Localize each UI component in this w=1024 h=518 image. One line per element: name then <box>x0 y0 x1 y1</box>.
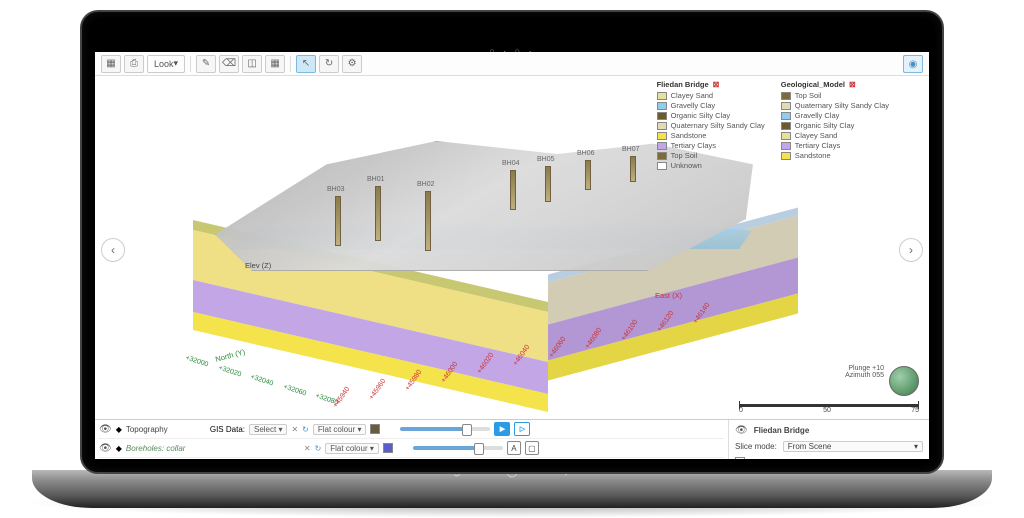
borehole <box>335 196 341 246</box>
legend-item: Tertiary Clays <box>657 141 765 150</box>
main-toolbar: ▦ ⎙ Look ▾ ✎ ⌫ ◫ ▦ ↖ ↻ ⚙ ◉ <box>95 52 929 76</box>
legend-item: Organic Silty Clay <box>657 111 765 120</box>
layer-name: Boreholes: collar <box>126 444 206 453</box>
elev-axis-label: Elev (Z) <box>245 261 271 270</box>
legend-item: Clayey Sand <box>781 131 889 140</box>
print-icon[interactable]: ⎙ <box>124 55 144 73</box>
legend-item: Quaternary Silty Sandy Clay <box>781 101 889 110</box>
layer-panel: 👁 ◆ Topography GIS Data: Select ▾ ✕ ↻ Fla… <box>95 420 729 459</box>
ruler-icon[interactable]: ◫ <box>242 55 262 73</box>
grid-icon[interactable]: ▦ <box>265 55 285 73</box>
slice-visibility-icon[interactable]: 👁 <box>735 425 748 436</box>
laptop-bezel: ○ · ○ · ▦ ⎙ Look ▾ ✎ ⌫ ◫ ▦ ↖ ↻ ⚙ ◉ ‹ <box>80 10 944 474</box>
tool-box-button[interactable]: ▢ <box>525 441 539 455</box>
opacity-slider[interactable] <box>400 427 490 431</box>
look-dropdown[interactable]: Look ▾ <box>147 55 185 73</box>
gear-icon[interactable]: ⚙ <box>342 55 362 73</box>
viewport-3d[interactable]: ‹ › <box>95 76 929 424</box>
layer-row: 👁 ◆ Topography GIS Data: Select ▾ ✕ ↻ Fla… <box>99 420 724 439</box>
legend-item: Gravelly Clay <box>657 101 765 110</box>
legend-container: Fliedan Bridge⊠Clayey SandGravelly ClayO… <box>657 80 889 171</box>
borehole <box>510 170 516 210</box>
borehole <box>425 191 431 251</box>
fill-slice-label: Fill Slice <box>751 458 781 460</box>
layer-type-icon: ◆ <box>116 444 122 453</box>
layer-row: 👁 ◆ Boreholes: collar ✕ ↻ Flat colour ▾ … <box>99 439 724 458</box>
legend-item: Top Soil <box>657 151 765 160</box>
borehole <box>375 186 381 241</box>
fill-slice-checkbox[interactable] <box>735 457 745 459</box>
borehole-label: BH01 <box>367 176 385 183</box>
legend-close-icon[interactable]: ⊠ <box>849 80 856 89</box>
legend-item: Sandstone <box>657 131 765 140</box>
bottom-panels: 👁 ◆ Topography GIS Data: Select ▾ ✕ ↻ Fla… <box>95 419 929 459</box>
slice-mode-select[interactable]: From Scene▾ <box>783 441 923 452</box>
clear-button[interactable]: ✕ <box>304 444 311 453</box>
borehole-label: BH05 <box>537 156 555 163</box>
borehole <box>545 166 551 202</box>
snapshot-button[interactable]: ◉ <box>903 55 923 73</box>
layer-type-icon: ◆ <box>116 425 122 434</box>
eraser-icon[interactable]: ⌫ <box>219 55 239 73</box>
legend-column: Fliedan Bridge⊠ Clayey SandGravelly ClayO… <box>657 80 765 171</box>
legend-item: Quaternary Silty Sandy Clay <box>657 121 765 130</box>
borehole-label: BH07 <box>622 146 640 153</box>
borehole <box>585 160 591 190</box>
borehole-label: BH04 <box>502 160 520 167</box>
borehole-label: BH06 <box>577 150 595 157</box>
pencil-icon[interactable]: ✎ <box>196 55 216 73</box>
compass-widget[interactable] <box>889 366 919 396</box>
visibility-icon[interactable]: 👁 <box>99 443 112 454</box>
legend-item: Sandstone <box>781 151 889 160</box>
colour-swatch[interactable] <box>370 424 380 434</box>
layer-name: Topography <box>126 425 206 434</box>
play-3d-button[interactable]: ▶ <box>494 422 510 436</box>
clear-button[interactable]: ✕ <box>291 425 298 434</box>
y-axis-tick: +32080 <box>314 393 339 407</box>
borehole <box>630 156 636 182</box>
legend-title: Fliedan Bridge⊠ <box>657 80 765 89</box>
compass-label: Plunge +10 Azimuth 055 <box>845 365 884 380</box>
refresh-button[interactable]: ↻ <box>315 444 322 453</box>
colour-swatch[interactable] <box>383 443 393 453</box>
opacity-slider[interactable] <box>413 446 503 450</box>
legend-column: Geological_Model⊠ Top SoilQuaternary Silt… <box>781 80 889 171</box>
refresh-button[interactable]: ↻ <box>302 425 309 434</box>
borehole-label: BH02 <box>417 181 435 188</box>
slice-panel: 👁 Fliedan Bridge Slice mode: From Scene▾… <box>729 420 929 459</box>
layers-icon[interactable]: ▦ <box>101 55 121 73</box>
gis-label: GIS Data: <box>210 425 245 434</box>
slice-title: Fliedan Bridge <box>754 426 810 435</box>
east-axis-label: East (X) <box>655 291 682 300</box>
visibility-icon[interactable]: 👁 <box>99 424 112 435</box>
cursor-icon[interactable]: ↖ <box>296 55 316 73</box>
legend-item: Unknown <box>657 161 765 170</box>
legend-item: Top Soil <box>781 91 889 100</box>
legend-close-icon[interactable]: ⊠ <box>713 80 720 89</box>
legend-item: Organic Silty Clay <box>781 121 889 130</box>
legend-item: Clayey Sand <box>657 91 765 100</box>
colour-mode-select[interactable]: Flat colour ▾ <box>325 443 379 454</box>
rotate-icon[interactable]: ↻ <box>319 55 339 73</box>
scalebar: 0 50 75 <box>739 404 919 418</box>
slice-mode-label: Slice mode: <box>735 442 777 451</box>
borehole-label: BH03 <box>327 186 345 193</box>
legend-item: Gravelly Clay <box>781 111 889 120</box>
tool-a-button[interactable]: A <box>507 441 521 455</box>
legend-item: Tertiary Clays <box>781 141 889 150</box>
legend-title: Geological_Model⊠ <box>781 80 889 89</box>
app-screen: ▦ ⎙ Look ▾ ✎ ⌫ ◫ ▦ ↖ ↻ ⚙ ◉ ‹ › <box>95 52 929 459</box>
colour-mode-select[interactable]: Flat colour ▾ <box>313 424 367 435</box>
gis-select[interactable]: Select ▾ <box>249 424 287 435</box>
alt-3d-button[interactable]: ▷ <box>514 422 530 436</box>
